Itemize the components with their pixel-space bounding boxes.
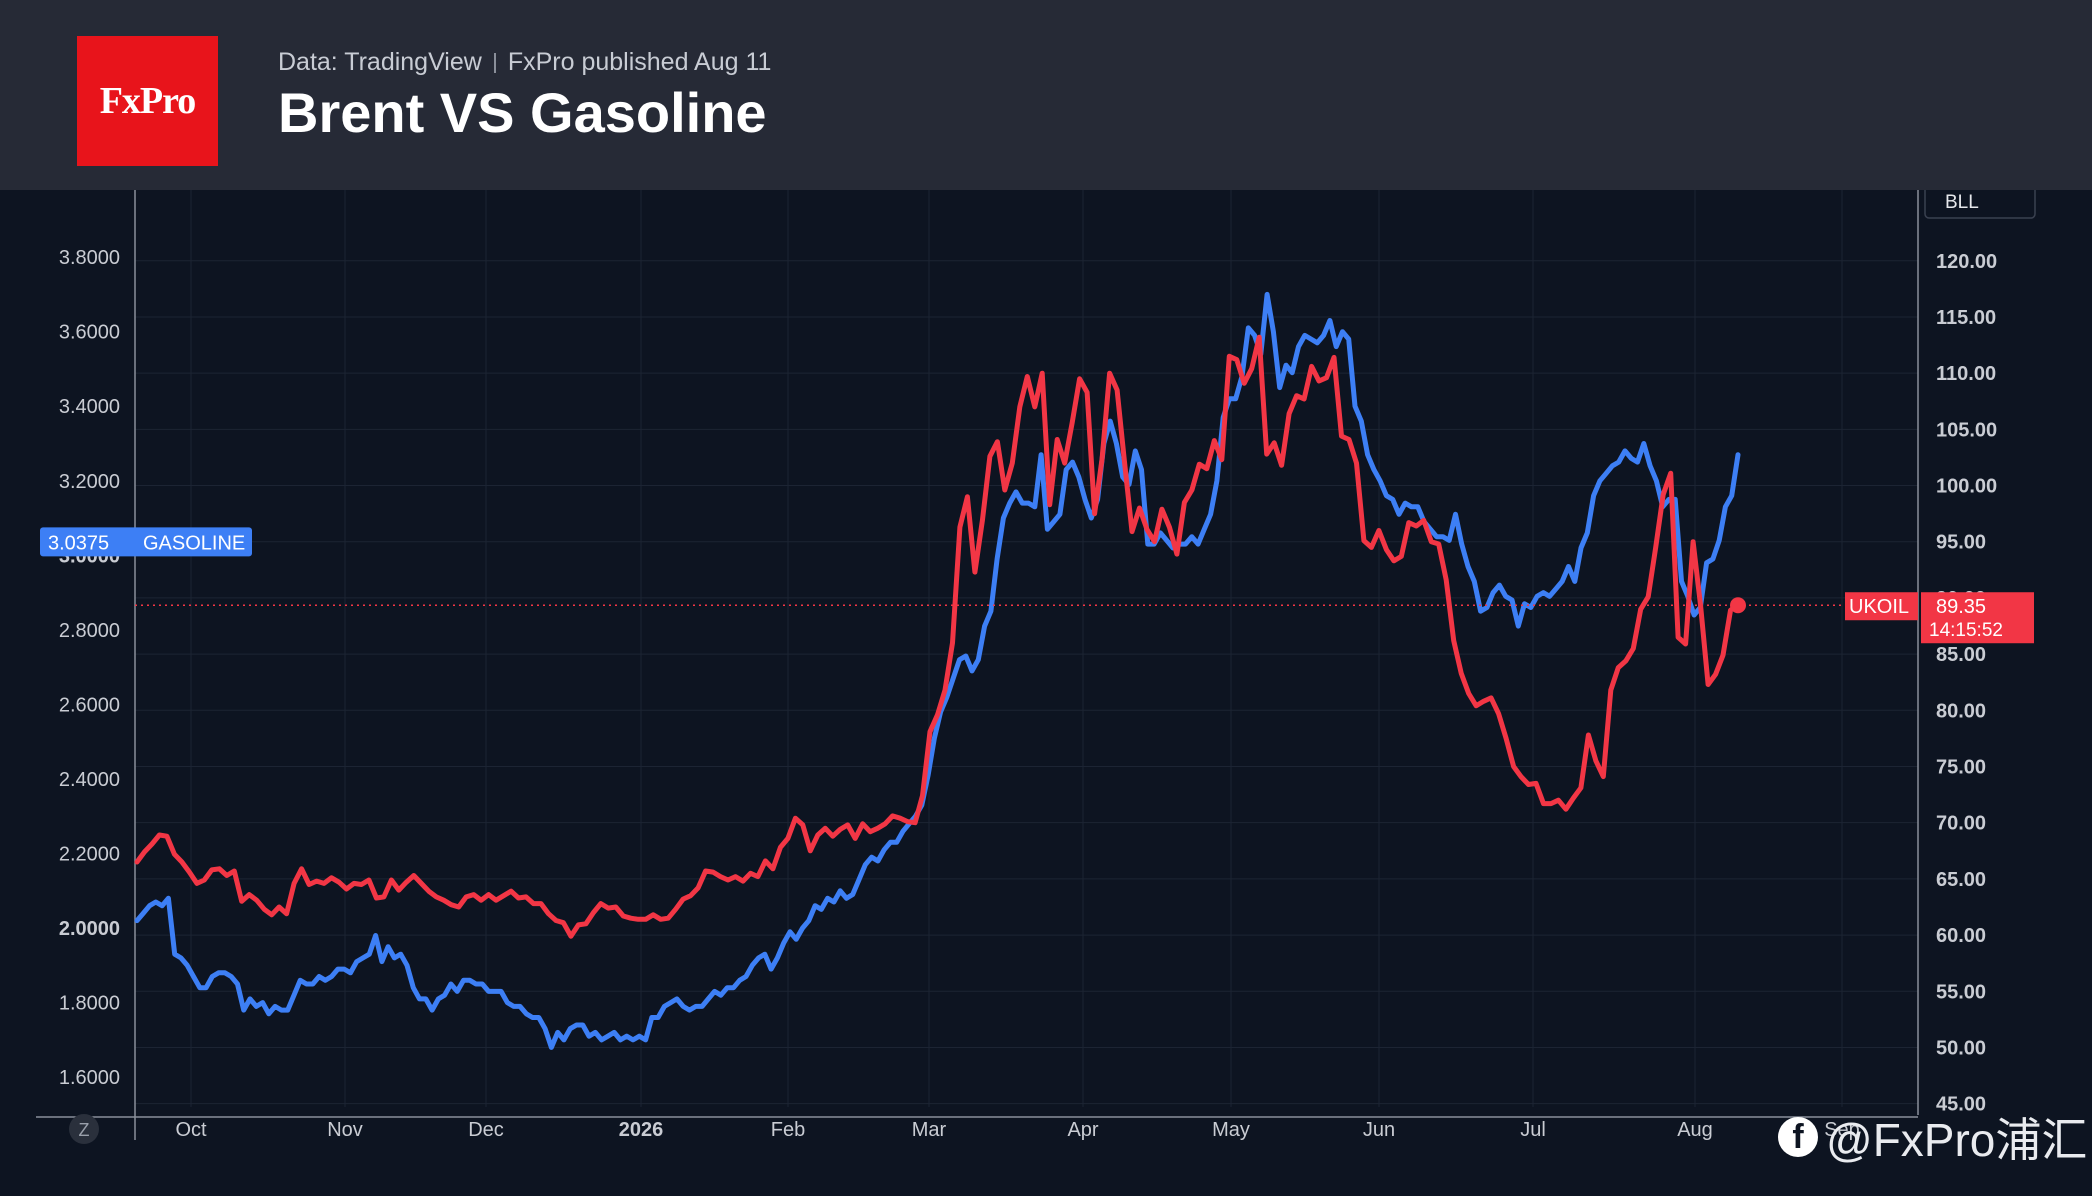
x-tick-label: May <box>1212 1119 1250 1141</box>
left-tick-label: 2.8000 <box>59 620 120 642</box>
series-line-ukoil <box>134 334 1741 939</box>
right-tick-label: 95.00 <box>1936 532 1986 554</box>
header-bar: FxPro Data: TradingView FxPro published … <box>0 0 2092 190</box>
logo-text: FxPro <box>99 80 197 122</box>
data-source-label: Data: TradingView <box>278 48 482 76</box>
gasoline-name-label: GASOLINE <box>143 532 245 554</box>
x-tick-label: Nov <box>327 1119 363 1141</box>
unit-badge <box>1924 190 2036 219</box>
left-tick-label: 2.6000 <box>59 694 120 716</box>
right-tick-label: 80.00 <box>1936 700 1986 722</box>
right-tick-label: 105.00 <box>1936 419 1997 441</box>
x-tick-label: Oct <box>175 1119 207 1141</box>
price-chart[interactable]: 3.80003.60003.40003.20003.00002.80002.60… <box>0 190 2092 1196</box>
ukoil-countdown-label: 14:15:52 <box>1929 620 2003 641</box>
watermark: f @FxPro浦汇 <box>1778 1104 2087 1170</box>
fxpro-logo: FxPro <box>77 36 218 166</box>
right-tick-label: 65.00 <box>1936 869 1986 891</box>
left-tick-label: 1.6000 <box>59 1067 120 1089</box>
left-tick-label: 2.2000 <box>59 844 120 866</box>
x-tick-label: Jun <box>1363 1119 1395 1141</box>
x-tick-label: Aug <box>1677 1119 1713 1141</box>
right-tick-label: 60.00 <box>1936 925 1986 947</box>
unit-badge-label: BLL <box>1945 192 1979 213</box>
gasoline-value-label: 3.0375 <box>48 532 109 554</box>
right-tick-label: 100.00 <box>1936 476 1997 498</box>
right-tick-label: 85.00 <box>1936 644 1986 666</box>
scale-button-label: Z <box>79 1120 90 1140</box>
left-tick-label: 3.4000 <box>59 396 120 418</box>
right-tick-label: 120.00 <box>1936 251 1997 273</box>
ukoil-last-point <box>1730 597 1746 614</box>
scale-button <box>69 1114 99 1144</box>
left-tick-label: 3.2000 <box>59 471 120 493</box>
ukoil-price-label: 89.35 <box>1936 596 1986 618</box>
x-tick-label: Sep <box>1824 1119 1860 1141</box>
meta-divider <box>493 52 496 73</box>
watermark-text: @FxPro浦汇 <box>1826 1114 2088 1166</box>
header-meta: Data: TradingView FxPro published Aug 11 <box>278 48 771 77</box>
x-tick-label: Feb <box>771 1119 805 1141</box>
facebook-icon: f <box>1778 1117 1818 1157</box>
x-tick-label: Mar <box>912 1119 947 1141</box>
series-line-gasoline <box>134 291 1741 1050</box>
ukoil-name-badge <box>1845 592 1918 621</box>
ukoil-price-badge <box>1921 592 2034 644</box>
left-tick-label: 2.4000 <box>59 769 120 791</box>
published-label: FxPro published Aug 11 <box>507 48 772 76</box>
left-tick-label: 1.8000 <box>59 993 120 1015</box>
left-tick-label: 2.0000 <box>59 918 120 940</box>
right-tick-label: 70.00 <box>1936 813 1986 835</box>
right-tick-label: 115.00 <box>1936 307 1996 329</box>
ukoil-name-label: UKOIL <box>1849 596 1909 618</box>
x-tick-label: Jul <box>1520 1119 1546 1141</box>
right-tick-label: 45.00 <box>1936 1094 1986 1116</box>
left-tick-label: 3.6000 <box>59 322 120 344</box>
right-tick-label: 110.00 <box>1936 363 1996 385</box>
right-tick-label: 75.00 <box>1936 756 1986 778</box>
gasoline-badge <box>40 527 252 557</box>
right-tick-label: 55.00 <box>1936 981 1986 1003</box>
x-tick-label: Dec <box>468 1119 504 1141</box>
page-title: Brent VS Gasoline <box>278 81 767 144</box>
x-tick-label: Apr <box>1067 1119 1098 1141</box>
left-tick-label: 3.8000 <box>59 247 120 269</box>
x-tick-label: 2026 <box>619 1119 664 1141</box>
right-tick-label: 50.00 <box>1936 1037 1986 1059</box>
